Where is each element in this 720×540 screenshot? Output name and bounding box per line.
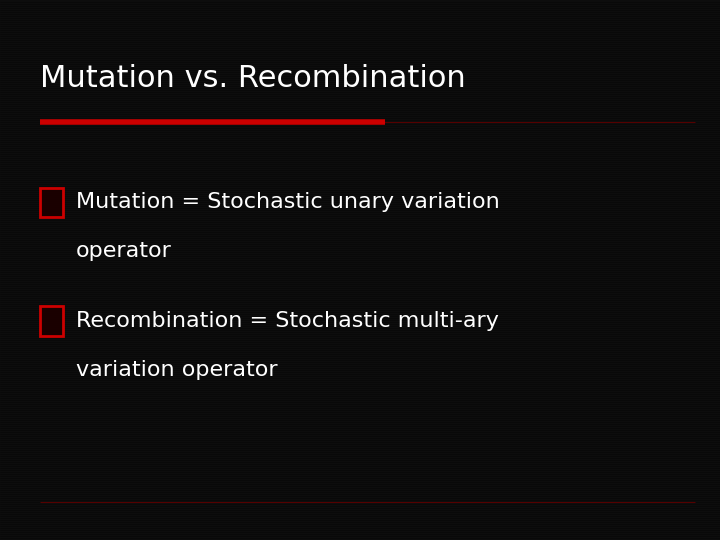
FancyBboxPatch shape <box>40 187 63 217</box>
Text: Mutation vs. Recombination: Mutation vs. Recombination <box>40 64 465 93</box>
Text: Recombination = Stochastic multi-ary: Recombination = Stochastic multi-ary <box>76 311 498 332</box>
Text: variation operator: variation operator <box>76 360 277 380</box>
Text: operator: operator <box>76 241 171 261</box>
FancyBboxPatch shape <box>40 306 63 336</box>
Text: Mutation = Stochastic unary variation: Mutation = Stochastic unary variation <box>76 192 500 213</box>
